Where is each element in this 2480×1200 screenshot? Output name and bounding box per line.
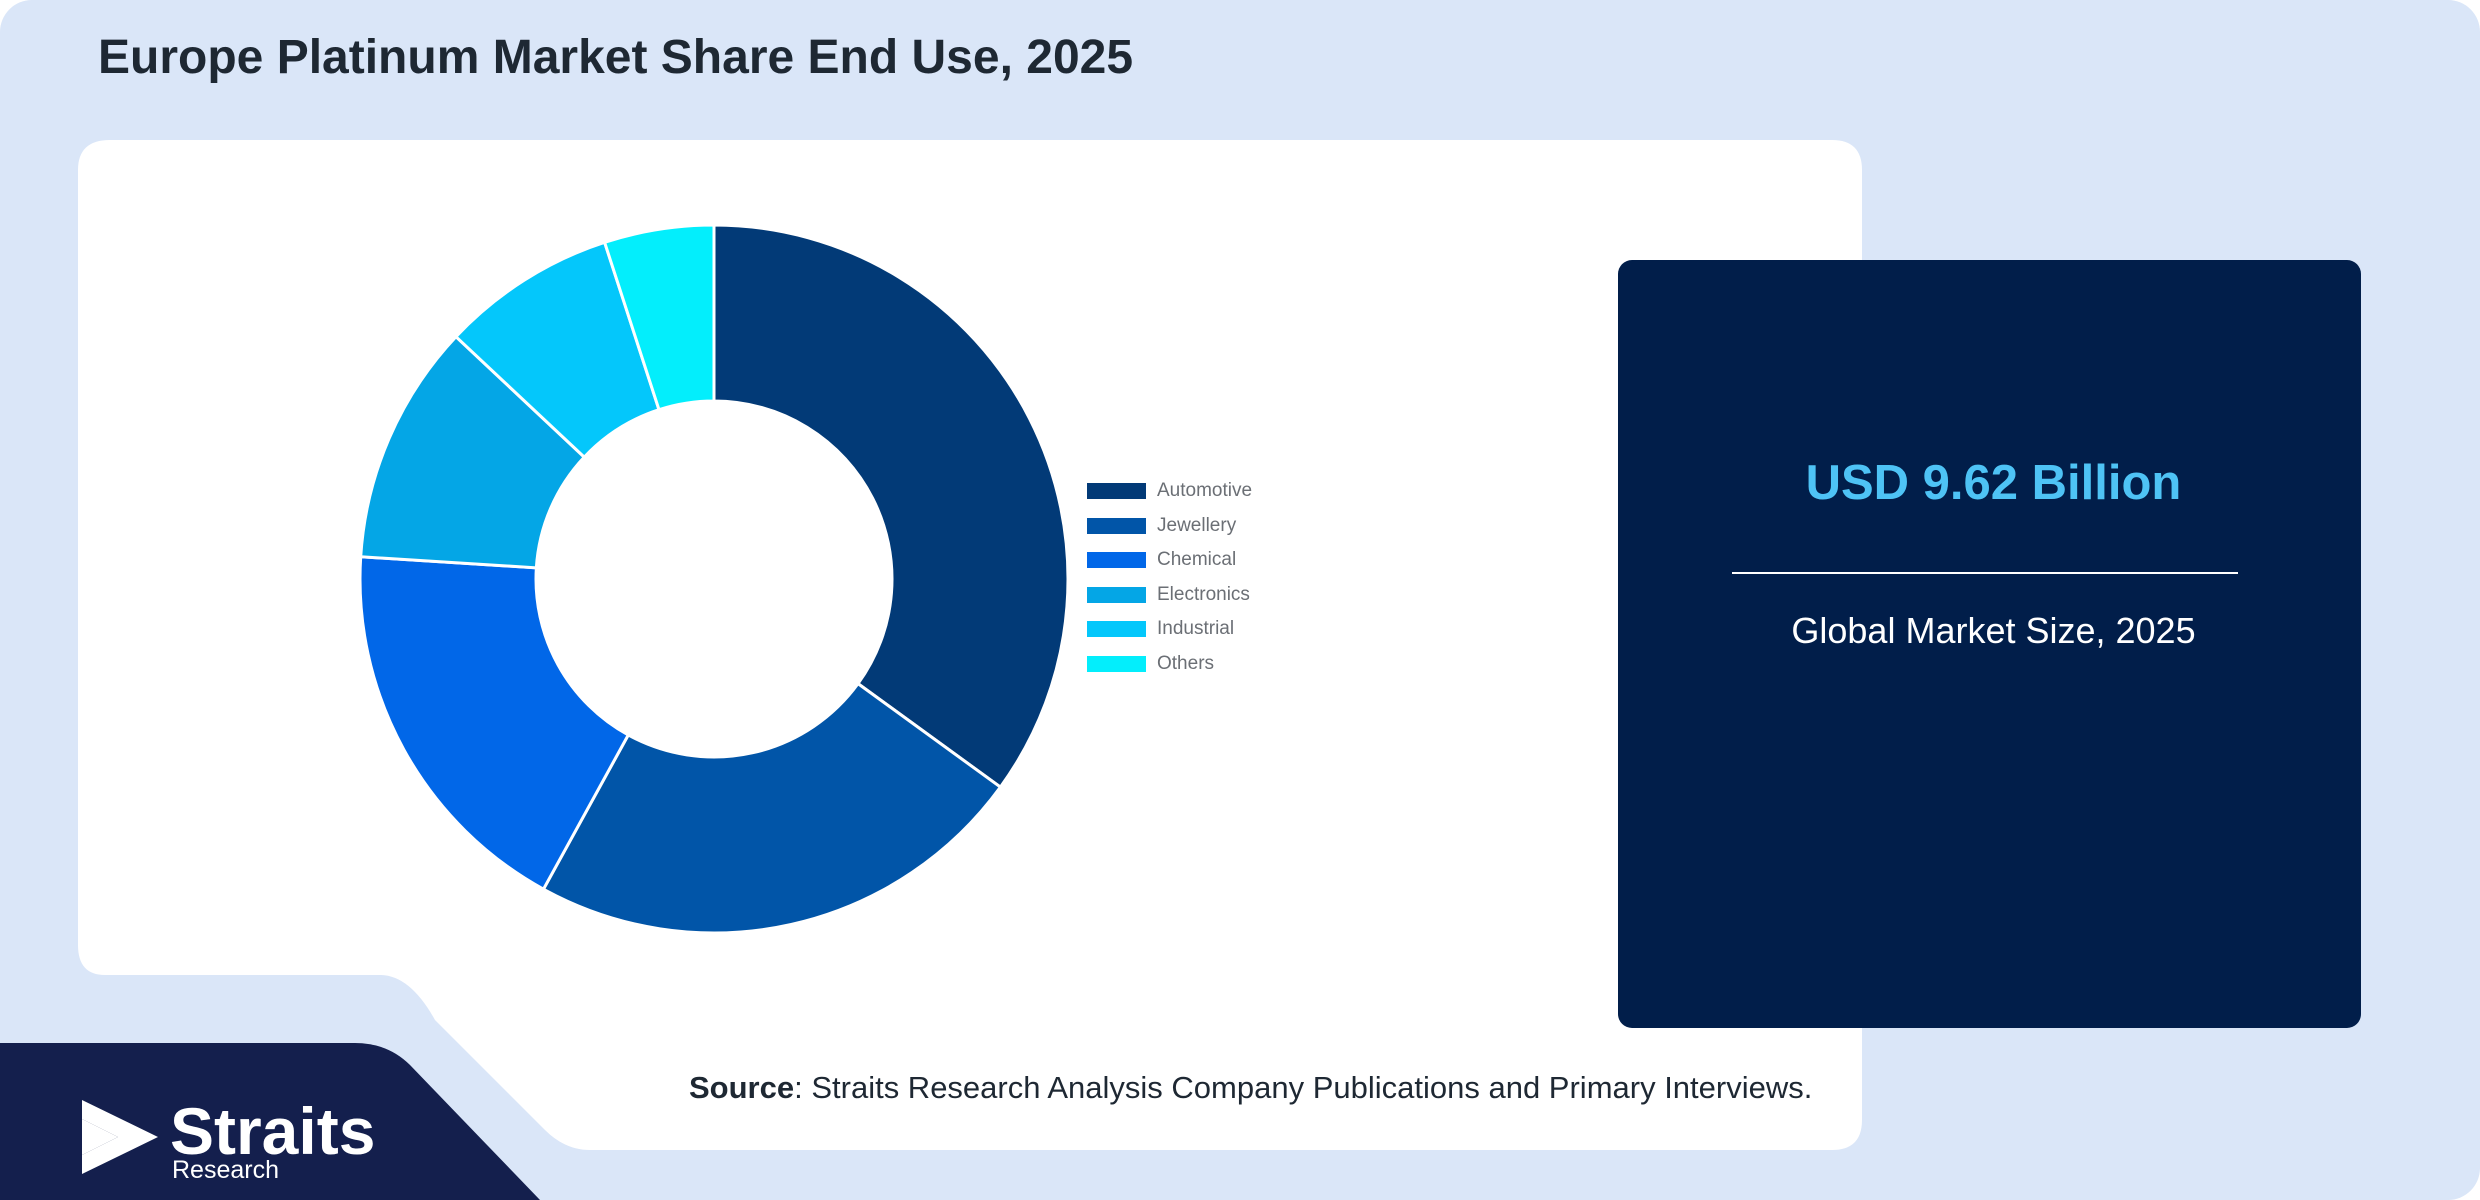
legend-swatch <box>1087 552 1146 568</box>
kpi-card <box>1618 260 2361 1028</box>
legend-label: Chemical <box>1157 549 1237 570</box>
legend-item-automotive: Automotive <box>1087 474 1252 508</box>
brand-logo-mark-inner <box>82 1119 118 1155</box>
legend-item-electronics: Electronics <box>1087 578 1250 612</box>
legend-label: Electronics <box>1157 583 1250 605</box>
donut-chart <box>358 223 1070 935</box>
donut-slice-others <box>602 223 716 412</box>
legend-item-industrial: Industrial <box>1087 612 1234 646</box>
brand-logo-mark <box>82 1100 158 1174</box>
page-title: Europe Platinum Market Share End Use, 20… <box>98 31 1134 84</box>
source-label: Source <box>689 1070 795 1105</box>
legend-swatch <box>1087 517 1146 534</box>
kpi-caption: Global Market Size, 2025 <box>1791 610 2196 651</box>
legend-label: Automotive <box>1157 480 1253 501</box>
legend-item-others: Others <box>1087 647 1214 681</box>
legend-label: Industrial <box>1157 618 1235 639</box>
brand-name: Straits <box>170 1094 376 1168</box>
legend-swatch <box>1087 621 1146 637</box>
legend-item-chemical: Chemical <box>1087 543 1236 577</box>
donut-slice-automotive <box>712 223 1070 790</box>
legend-item-jewellery: Jewellery <box>1087 509 1236 543</box>
donut-slice-chemical <box>358 555 631 892</box>
source-note: Source: Straits Research Analysis Compan… <box>689 1070 1812 1106</box>
legend-swatch <box>1087 586 1146 603</box>
legend-swatch <box>1087 655 1146 672</box>
brand-subtitle: Research <box>172 1156 279 1184</box>
source-text: : Straits Research Analysis Company Publ… <box>794 1070 1813 1105</box>
legend-label: Others <box>1157 652 1215 674</box>
legend-label: Jewellery <box>1157 514 1237 536</box>
donut-slice-jewellery <box>541 681 1003 935</box>
legend-swatch <box>1087 483 1146 499</box>
brand-footer-band <box>0 1043 540 1200</box>
kpi-value: USD 9.62 Billion <box>1805 456 2182 510</box>
kpi-divider <box>1732 572 2238 574</box>
